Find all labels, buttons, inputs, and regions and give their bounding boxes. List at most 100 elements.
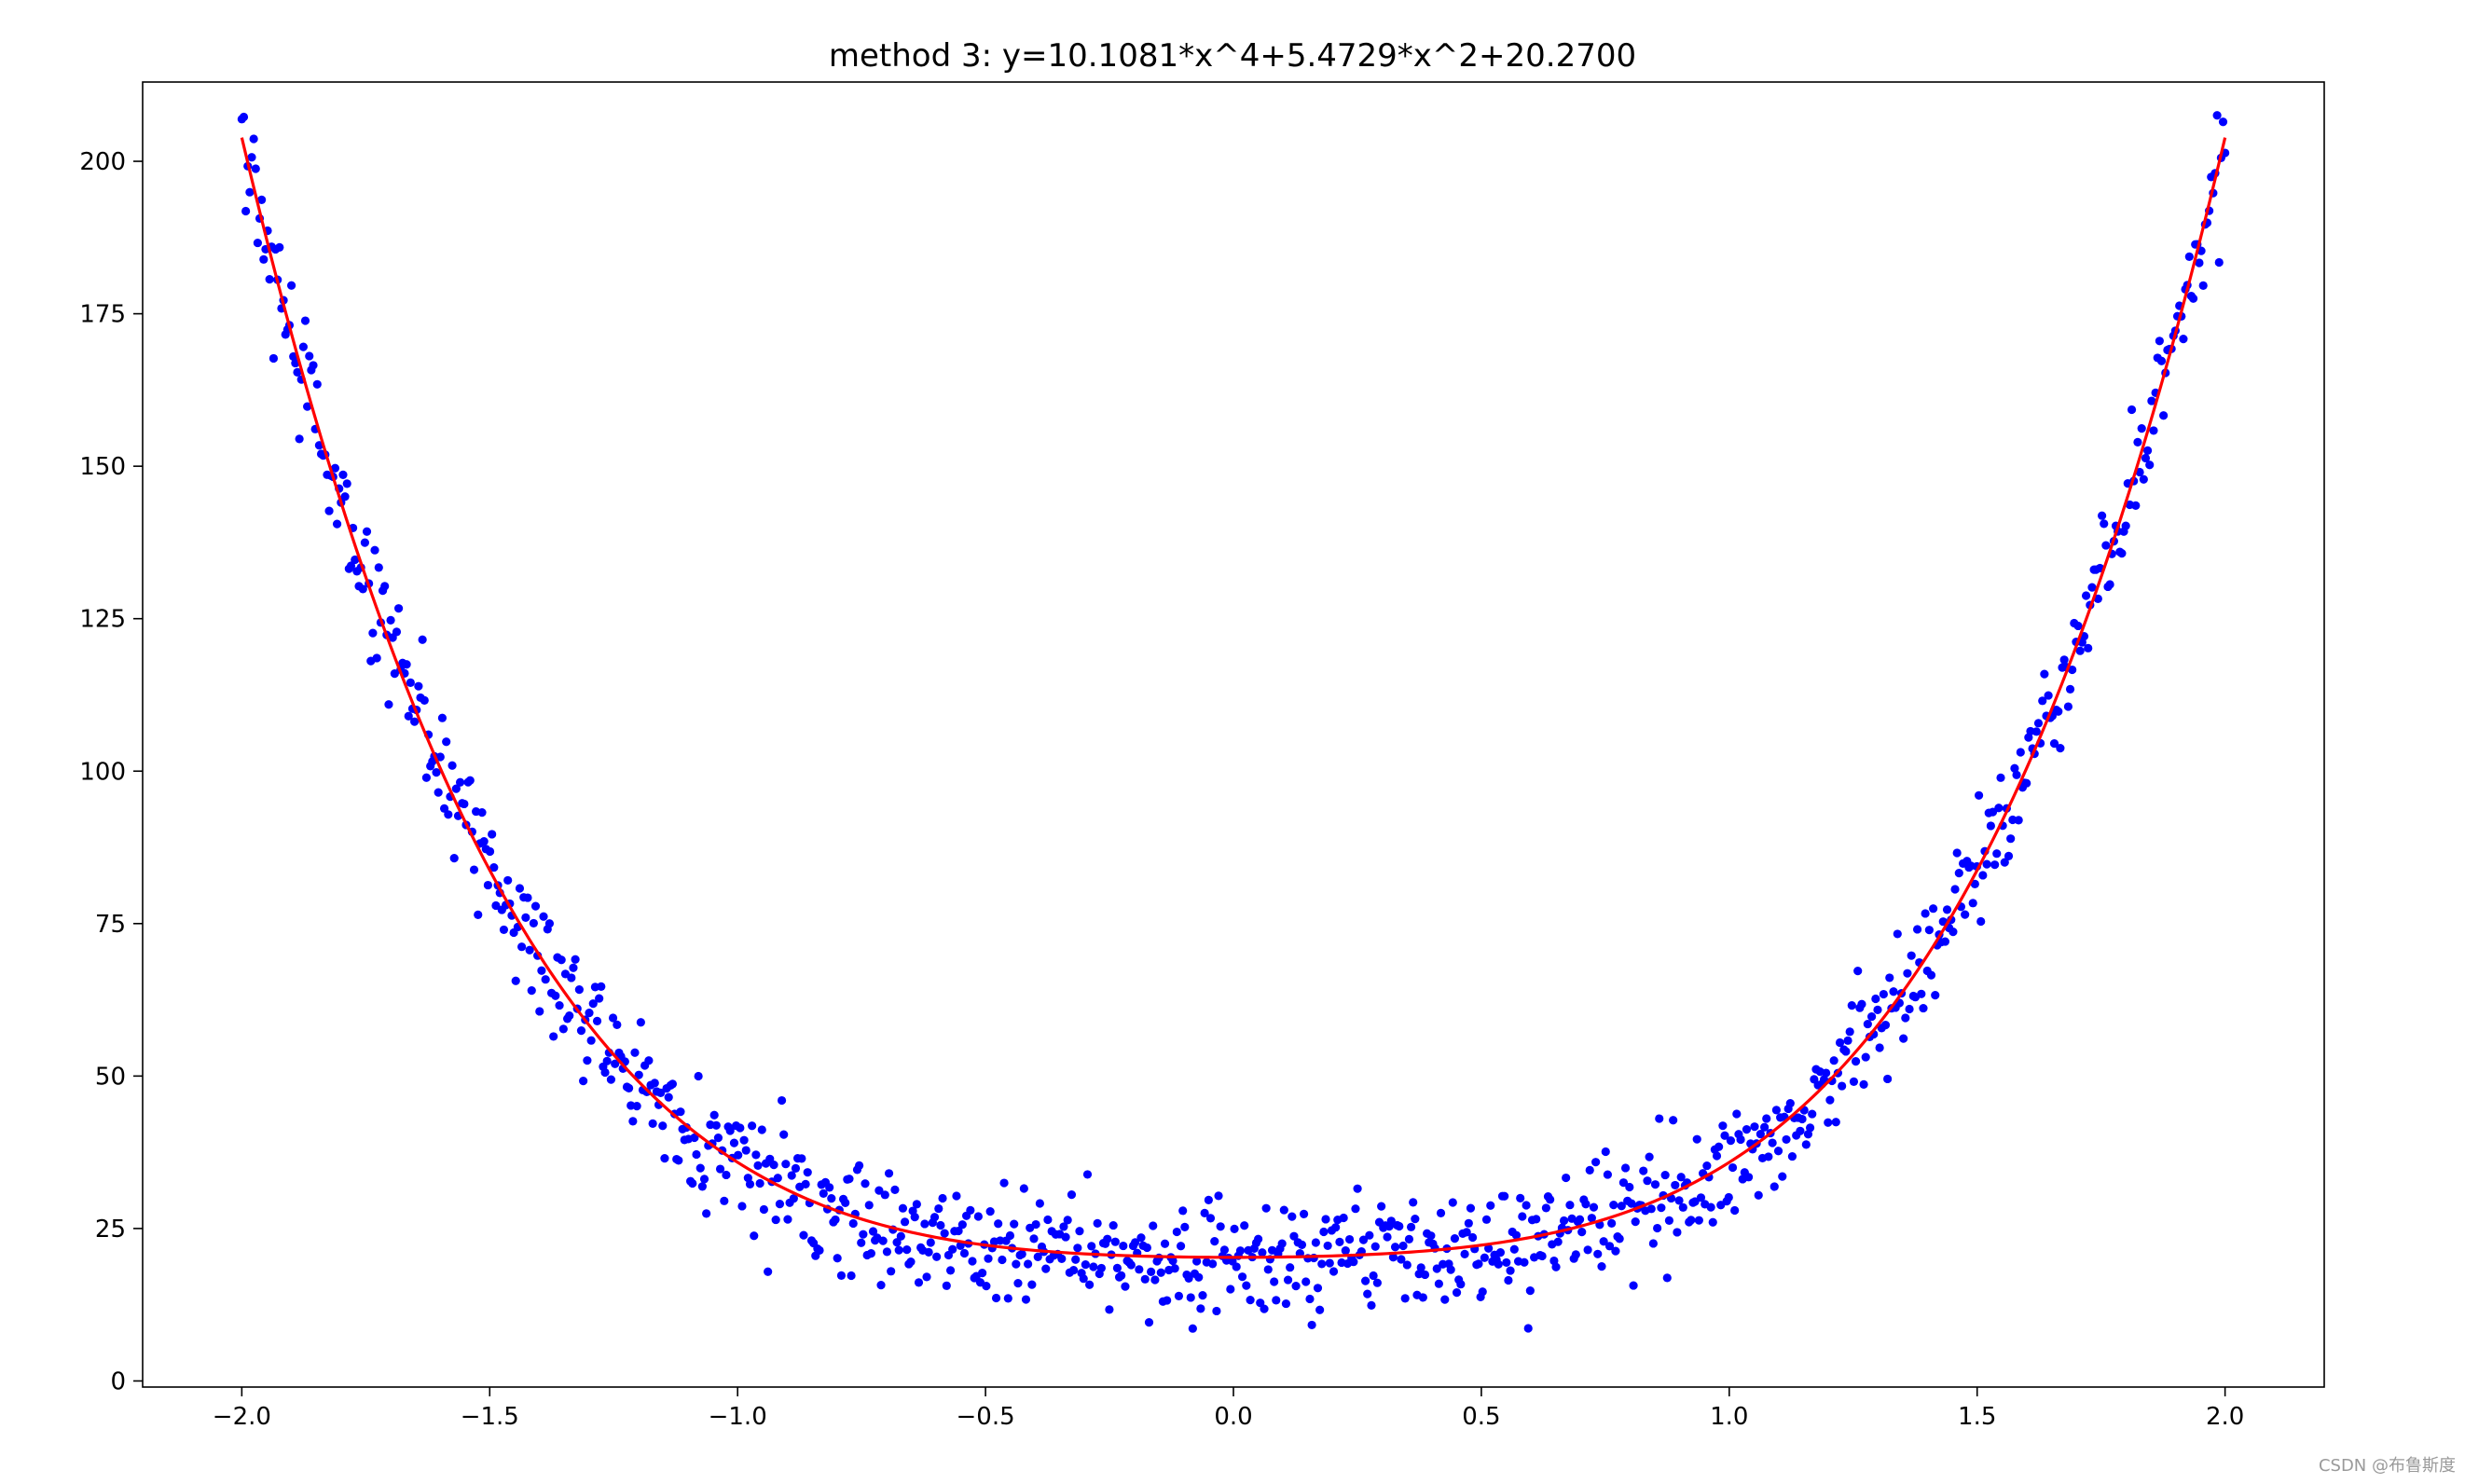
scatter-point [1452, 1288, 1462, 1298]
scatter-point [1692, 1134, 1701, 1144]
y-tick-label: 50 [95, 1063, 126, 1091]
scatter-point [1879, 989, 1888, 999]
scatter-point [2040, 669, 2049, 679]
scatter-point [289, 351, 298, 362]
scatter-point [1620, 1163, 1631, 1173]
scatter-point [711, 1120, 721, 1130]
scatter-point [1694, 1216, 1703, 1225]
scatter-point [874, 1186, 884, 1195]
scatter-point [374, 563, 383, 572]
scatter-point [1017, 1249, 1026, 1259]
scatter-point [1219, 1245, 1230, 1255]
scatter-point [1808, 1109, 1817, 1119]
scatter-point [1035, 1199, 1044, 1208]
scatter-point [1288, 1212, 1297, 1221]
scatter-point [1119, 1241, 1128, 1251]
scatter-point [1601, 1147, 1610, 1157]
scatter-point [2179, 335, 2188, 344]
scatter-point [771, 1215, 780, 1225]
scatter-point [734, 1150, 743, 1160]
scatter-point [1386, 1216, 1396, 1226]
scatter-point [2147, 396, 2156, 405]
scatter-point [954, 1226, 963, 1236]
axes-frame [142, 81, 2325, 1388]
scatter-point [1657, 1203, 1666, 1213]
scatter-point [1986, 821, 1995, 831]
scatter-point [866, 1249, 875, 1258]
scatter-point [910, 1213, 919, 1222]
scatter-point [819, 1189, 828, 1198]
scatter-point [567, 973, 576, 982]
scatter-point [1824, 1118, 1833, 1127]
scatter-point [729, 1138, 739, 1147]
scatter-point [1068, 1266, 1079, 1275]
scatter-point [324, 506, 334, 515]
scatter-point [1344, 1234, 1355, 1244]
scatter-point [1889, 987, 1898, 996]
scatter-point [2044, 691, 2053, 700]
scatter-point [1992, 849, 2002, 859]
scatter-point [1112, 1263, 1122, 1273]
scatter-point [777, 1095, 787, 1106]
scatter-point [2065, 684, 2075, 694]
scatter-point [1142, 1243, 1151, 1253]
scatter-point [741, 1146, 751, 1155]
scatter-point [1518, 1212, 1527, 1221]
scatter-point [779, 1130, 789, 1139]
scatter-point [2135, 467, 2144, 477]
scatter-point [1466, 1203, 1476, 1213]
scatter-point [1585, 1165, 1594, 1175]
scatter-point [1805, 1123, 1815, 1133]
scatter-point [978, 1269, 987, 1278]
scatter-point [1353, 1184, 1362, 1193]
scatter-point [269, 353, 279, 364]
scatter-point [529, 918, 538, 928]
scatter-point [1087, 1242, 1096, 1251]
scatter-point [1214, 1191, 1223, 1201]
scatter-point [982, 1282, 991, 1291]
scatter-point [435, 752, 445, 762]
scatter-point [1773, 1147, 1783, 1156]
scatter-point [368, 628, 378, 638]
scatter-point [1949, 928, 1958, 937]
scatter-point [1982, 859, 1991, 869]
x-tick-label: 1.0 [1710, 1403, 1748, 1431]
scatter-point [460, 799, 469, 809]
scatter-point [1771, 1106, 1781, 1115]
scatter-point [1551, 1262, 1561, 1271]
scatter-point [695, 1163, 705, 1173]
scatter-point [1291, 1282, 1301, 1291]
scatter-point [1232, 1262, 1241, 1271]
scatter-point [469, 865, 479, 874]
scatter-point [1796, 1126, 1805, 1135]
scatter-point [1305, 1294, 1315, 1304]
scatter-point [922, 1272, 931, 1282]
scatter-point [773, 1174, 782, 1183]
scatter-point [831, 1215, 840, 1225]
scatter-point [2117, 549, 2127, 558]
scatter-point [1156, 1268, 1165, 1277]
scatter-point [1474, 1259, 1483, 1269]
scatter-point [1440, 1295, 1450, 1304]
scatter-point [973, 1212, 983, 1221]
scatter-point [1589, 1202, 1599, 1212]
scatter-point [1110, 1237, 1120, 1246]
scatter-point [485, 846, 495, 857]
scatter-point [287, 281, 296, 290]
scatter-point [934, 1203, 943, 1214]
scatter-point [2056, 744, 2065, 753]
scatter-point [1178, 1206, 1188, 1216]
scatter-point [245, 187, 255, 197]
scatter-point [894, 1245, 903, 1255]
scatter-point [1299, 1209, 1309, 1218]
scatter-point [1170, 1264, 1179, 1273]
scatter-point [241, 206, 251, 216]
scatter-point [737, 1202, 747, 1211]
scatter-point [1841, 1047, 1851, 1056]
scatter-point [1669, 1116, 1678, 1125]
scatter-point [1861, 1052, 1870, 1062]
y-tick-label: 100 [79, 758, 126, 786]
scatter-point [1075, 1227, 1084, 1236]
scatter-point [1418, 1293, 1427, 1302]
scatter-point [1283, 1275, 1293, 1285]
